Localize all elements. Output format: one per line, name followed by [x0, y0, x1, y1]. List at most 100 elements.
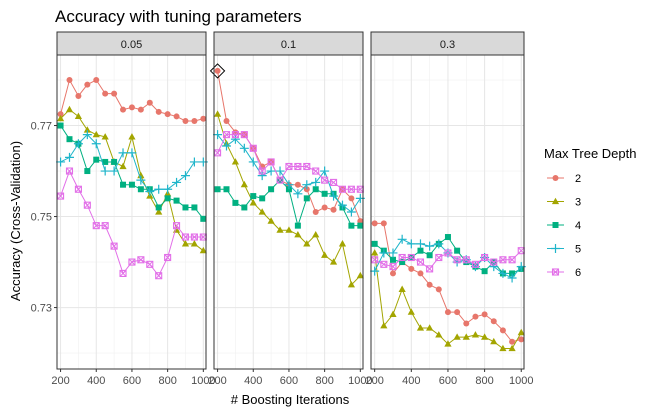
data-point: [118, 148, 128, 158]
data-point: [415, 239, 425, 249]
data-point: [136, 175, 146, 185]
data-point: [119, 269, 127, 277]
data-point: [321, 190, 328, 197]
data-point: [145, 187, 155, 197]
data-point: [499, 256, 507, 264]
data-point: [232, 129, 239, 136]
data-point: [146, 260, 154, 268]
data-point: [82, 130, 92, 140]
data-point: [294, 230, 302, 238]
data-point: [285, 162, 293, 171]
data-point: [240, 180, 248, 188]
data-point: [182, 117, 189, 124]
data-point: [517, 328, 525, 336]
data-point: [75, 92, 82, 99]
data-point: [191, 204, 198, 211]
data-point: [84, 168, 91, 175]
data-point: [293, 189, 303, 199]
data-point: [102, 90, 109, 97]
data-point: [472, 313, 479, 320]
x-tick-label: 200: [208, 375, 226, 387]
data-point: [347, 281, 356, 288]
data-point: [321, 176, 329, 184]
gridlines: [214, 55, 363, 369]
data-point: [416, 324, 425, 331]
data-point: [191, 117, 198, 124]
data-point: [84, 81, 91, 88]
data-point: [444, 249, 452, 257]
data-point: [128, 181, 135, 188]
legend-key-marker: [551, 244, 560, 253]
data-point: [57, 111, 64, 118]
data-point: [231, 131, 239, 139]
data-point: [303, 195, 310, 202]
data-point: [110, 242, 118, 250]
legend-entry-4: 4: [547, 220, 581, 232]
data-point: [182, 204, 189, 211]
legend-key-marker: [551, 268, 560, 276]
data-point: [102, 158, 109, 165]
data-point: [91, 139, 101, 149]
legend-label: 6: [575, 267, 581, 279]
data-point: [249, 144, 257, 152]
x-tick-label: 600: [439, 375, 457, 387]
data-point: [101, 222, 109, 230]
facet-strip-label: 0.05: [121, 39, 142, 51]
data-point: [258, 208, 266, 215]
x-tick-label: 800: [475, 375, 493, 387]
y-tick-label: 0.77: [31, 121, 52, 133]
data-point: [481, 311, 488, 318]
data-point: [267, 158, 275, 166]
data-point: [370, 266, 380, 276]
data-point: [508, 344, 516, 352]
data-point: [462, 333, 470, 340]
x-tick-label: 400: [87, 375, 105, 387]
data-point: [74, 185, 82, 193]
data-point: [100, 166, 110, 176]
data-point: [221, 141, 231, 151]
data-point: [56, 114, 65, 122]
data-point: [257, 171, 267, 181]
data-point: [173, 222, 181, 230]
data-point: [173, 113, 180, 120]
data-point: [463, 320, 470, 327]
data-point: [241, 204, 248, 211]
data-point: [399, 259, 406, 266]
x-tick-label: 400: [402, 375, 420, 387]
data-point: [164, 253, 172, 262]
data-point: [320, 166, 330, 176]
data-point: [398, 285, 406, 292]
data-point: [230, 134, 240, 144]
data-point: [481, 268, 488, 275]
data-point: [509, 270, 516, 277]
data-point: [92, 130, 100, 138]
data-point: [57, 192, 65, 200]
data-point: [189, 157, 199, 167]
data-point: [407, 253, 415, 262]
data-point: [453, 256, 461, 264]
x-tick-label: 600: [280, 375, 298, 387]
data-point: [321, 251, 329, 258]
data-point: [407, 308, 415, 315]
data-point: [213, 110, 222, 117]
data-point: [426, 252, 433, 259]
data-point: [312, 186, 319, 193]
data-point: [137, 256, 145, 264]
data-point: [312, 209, 319, 215]
data-point: [276, 226, 284, 233]
series-6: [57, 167, 207, 280]
data-point: [239, 143, 249, 153]
legend-entry-2: 2: [547, 173, 581, 185]
legend-label: 5: [575, 244, 581, 256]
legend-label: 4: [575, 220, 581, 232]
data-point: [499, 344, 507, 352]
data-point: [397, 234, 407, 244]
data-point: [434, 239, 444, 249]
data-point: [471, 331, 480, 338]
data-point: [128, 133, 136, 140]
facet-panel-0.05: 0.05 200 400 600 800 1000: [51, 31, 216, 387]
data-point: [311, 177, 321, 187]
data-point: [181, 233, 190, 241]
y-axis-label: Accuracy (Cross-Validation): [8, 141, 23, 301]
data-point: [417, 247, 424, 254]
